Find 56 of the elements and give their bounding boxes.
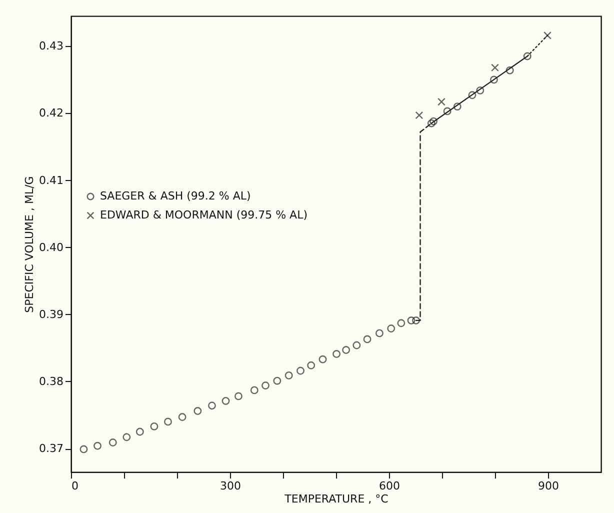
point [443,107,452,116]
point [296,366,304,375]
x-tick-label: 900 [538,480,559,492]
y-tick-label: 0.39 [39,308,64,321]
point [352,341,361,350]
point [273,376,282,385]
point [80,445,88,454]
x-tick-label: 300 [220,480,241,492]
point [122,433,131,442]
point [136,428,144,436]
point [387,324,396,332]
y-tick-label: 0.38 [39,374,64,388]
point [108,438,117,446]
point [397,319,406,328]
point [363,335,372,344]
point [438,98,446,106]
x-tick-label: 0 [72,480,78,492]
point [476,86,484,94]
point [427,119,436,128]
point [415,111,424,120]
y-axis-title: SPECIFIC VOLUME , ML/G [23,176,36,313]
point [234,392,242,400]
x-axis-title: TEMPERATURE , °C [284,492,389,506]
point [250,386,258,394]
point [284,371,293,380]
x-tick-label: 600 [379,480,400,492]
point [523,52,532,60]
point [544,31,552,40]
point [407,316,416,324]
point [262,382,270,390]
y-tick-label: 0.42 [39,106,64,120]
y-tick-label: 0.40 [39,240,64,254]
point [491,64,499,72]
point [208,402,216,410]
point [222,396,230,405]
point [430,117,438,126]
point [94,442,102,450]
point [178,413,186,421]
point [490,76,498,84]
point [412,316,420,324]
point [150,422,158,430]
point [164,418,172,426]
point [376,329,384,338]
legend-label: EDWARD & MOORMANN (99.75 % AL) [100,208,308,222]
y-tick-label: 0.41 [39,174,64,187]
y-tick-label: 0.43 [39,40,64,53]
point [342,346,350,354]
point [318,355,327,364]
y-tick-label: 0.37 [39,442,64,456]
point [453,102,462,110]
legend-label: SAEGER & ASH (99.2 % AL) [100,190,251,202]
point [506,66,514,74]
point [194,407,202,415]
point [468,91,476,100]
point [332,350,340,358]
point [307,361,316,370]
